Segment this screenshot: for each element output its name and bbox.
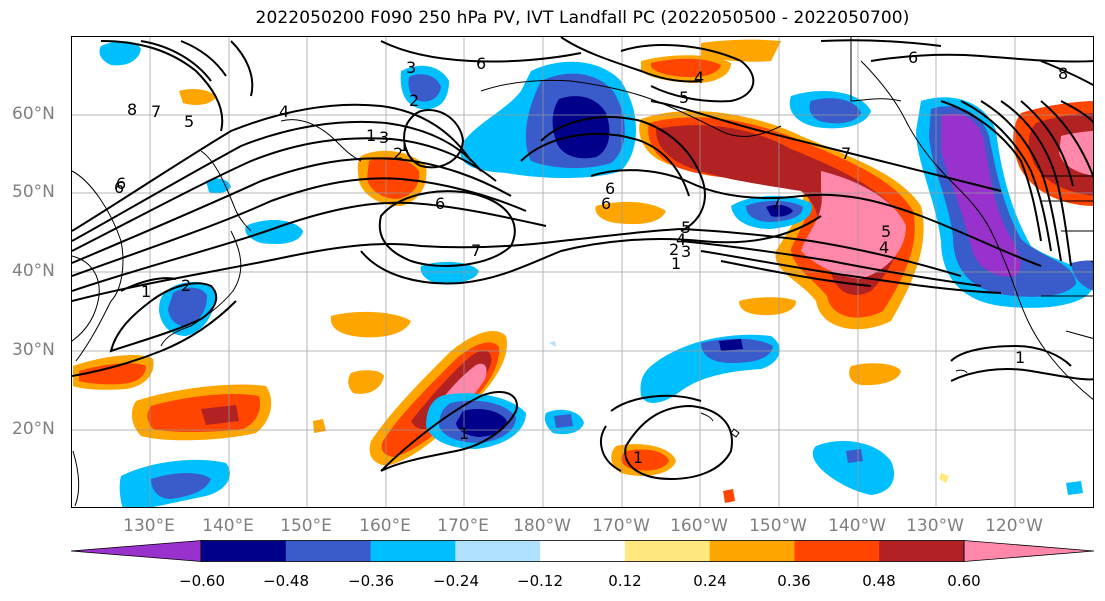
contour-label: 5 [681,218,691,237]
contour-label: 7 [841,144,851,163]
colorbar-tick-label: 0.24 [693,572,727,590]
contour-label: 2 [669,240,679,259]
contour-label: 4 [676,230,686,249]
contour-labels: 8 7 6 5 4 6 6 7 6 5 4 3 2 1 6 7 5 7 6 4 … [114,48,1068,467]
contour-label: 3 [379,128,389,147]
colorbar-segment [370,540,456,562]
contour-label: 5 [881,222,891,241]
contour-label: 5 [184,112,194,131]
colorbar [71,540,1094,562]
lon-label-130w: 130°W [906,516,964,536]
contour-label: 7 [771,194,781,213]
lon-label-130e: 130°E [123,516,175,536]
colorbar-tick-label: −0.48 [263,572,309,590]
lon-label-170w: 170°W [592,516,650,536]
contour-label: 2 [181,276,191,295]
lon-label-140w: 140°W [828,516,886,536]
colorbar-segment [709,540,795,562]
shaded-anomalies [73,39,1093,507]
contour-label: 1 [399,136,409,155]
lat-label-30n: 30°N [12,340,55,360]
contour-label: 1 [459,424,469,443]
contour-label: 4 [694,68,704,87]
contour-label: 7 [151,102,161,121]
lat-label-40n: 40°N [12,261,55,281]
contour-label: 2 [393,144,403,163]
colorbar-extend-right [963,540,1094,562]
lat-label-60n: 60°N [12,104,55,124]
contour-label: 7 [471,241,481,260]
colorbar-segment [624,540,711,562]
contour-label: 6 [908,48,918,67]
colorbar-tick-label: −0.60 [179,572,225,590]
colorbar-segment [455,540,541,562]
contour-label: 1 [1015,348,1025,367]
colorbar-tick-label: −0.24 [433,572,479,590]
colorbar-outline [200,540,965,562]
contour-label: 6 [435,194,445,213]
contour-label: 1 [141,282,151,301]
colorbar-tick-label: −0.36 [348,572,394,590]
colorbar-segments [201,540,965,562]
lon-label-160e: 160°E [359,516,411,536]
colorbar-segment [285,540,372,562]
colorbar-segment [201,540,287,562]
contour-label: 8 [127,100,137,119]
map-panel: 8 7 6 5 4 6 6 7 6 5 4 3 2 1 6 7 5 7 6 4 … [71,36,1094,508]
map-title: 2022050200 F090 250 hPa PV, IVT Landfall… [255,8,910,28]
lon-label-140e: 140°E [202,516,254,536]
colorbar-tick-label: 0.48 [862,572,896,590]
lon-label-180w: 180°W [513,516,571,536]
contour-label: 6 [116,174,126,193]
contour-label: 3 [681,242,691,261]
contour-label: 5 [679,88,689,107]
contour-label: 1 [671,254,681,273]
colorbar-segment [794,540,880,562]
contour-label: 1 [366,126,376,145]
colorbar-segment [540,540,626,562]
contour-label: 6 [114,178,124,197]
contour-label: 2 [409,91,419,110]
colorbar-tick-label: −0.12 [517,572,563,590]
colorbar-tick-label: 0.60 [947,572,981,590]
colorbar-extend-left [71,540,202,562]
colorbar-segment [879,540,965,562]
colorbar-tick-label: 0.36 [777,572,811,590]
contour-label: 3 [406,58,416,77]
contour-label: 8 [1058,64,1068,83]
lat-label-50n: 50°N [12,182,55,202]
pv-contours [72,37,1093,481]
lon-label-150w: 150°W [749,516,807,536]
lon-label-150e: 150°E [280,516,332,536]
contour-label: 4 [879,238,889,257]
contour-label: 1 [633,448,643,467]
colorbar-tick-label: 0.12 [608,572,642,590]
contour-label: 6 [601,194,611,213]
graticule [72,37,1093,507]
lat-label-20n: 20°N [12,419,55,439]
contour-label: 6 [605,179,615,198]
lon-label-170e: 170°E [437,516,489,536]
lon-label-120w: 120°W [985,516,1043,536]
contour-label: 4 [279,102,289,121]
lon-label-160w: 160°W [670,516,728,536]
map-canvas: 8 7 6 5 4 6 6 7 6 5 4 3 2 1 6 7 5 7 6 4 … [72,37,1093,507]
contour-label: 6 [476,54,486,73]
